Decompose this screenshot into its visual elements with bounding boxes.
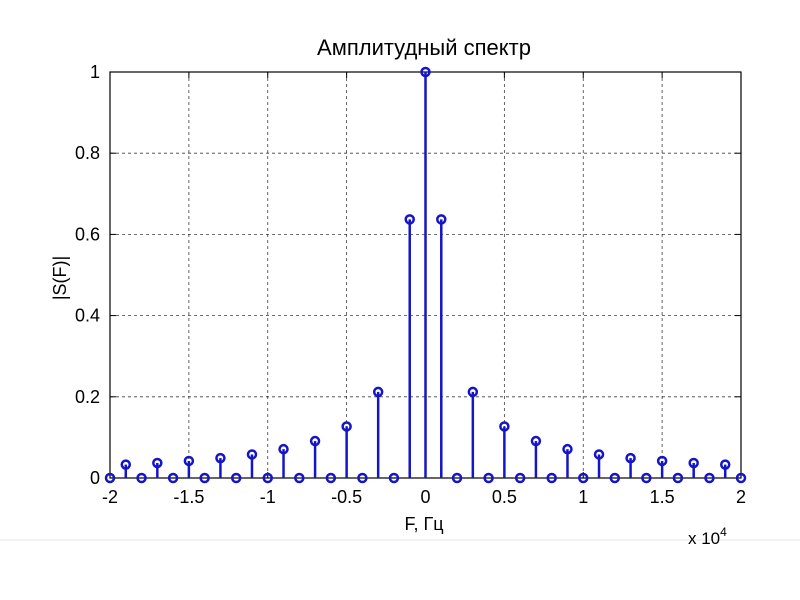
stem-marker (388, 472, 400, 484)
stem-marker (167, 472, 179, 484)
x-scale-exponent: 4 (720, 525, 727, 539)
stem-marker (372, 386, 384, 398)
data-markers (104, 66, 747, 484)
y-tick-label: 1 (90, 62, 100, 82)
x-scale-multiplier: x 104 (688, 525, 727, 548)
x-tick-label: 0 (420, 487, 430, 507)
stem-marker (578, 472, 589, 484)
stem-marker (641, 472, 652, 484)
x-tick-label: 2 (736, 487, 746, 507)
stem-marker (436, 214, 447, 225)
tick-labels: -2 -1.5 -1 -0.5 0 0.5 1 1.5 2 0 0.2 0.4 0.6 0.8 1 (75, 62, 746, 507)
stem-marker (215, 452, 226, 464)
stem-marker (562, 443, 573, 455)
stem-marker (120, 459, 132, 470)
x-tick-label: -1.5 (173, 487, 204, 507)
stem-marker (325, 472, 337, 484)
stem-marker (546, 472, 557, 484)
stem-marker (609, 472, 621, 484)
stem-marker (341, 421, 352, 432)
stem-marker (672, 472, 684, 484)
stem-marker (404, 214, 415, 225)
stem-marker (735, 472, 747, 484)
chart-title: Амплитудный спектр (317, 35, 531, 60)
x-scale-base: x 10 (688, 529, 720, 548)
stem-marker (309, 435, 321, 447)
x-tick-label: 1 (578, 487, 588, 507)
y-tick-label: 0.2 (75, 387, 100, 407)
stem-marker (656, 455, 668, 467)
stem-marker (420, 66, 431, 78)
stem-marker (530, 435, 542, 447)
stem-marker (483, 472, 494, 484)
y-tick-label: 0.4 (75, 306, 100, 326)
stem-marker (294, 472, 305, 484)
y-axis-label: |S(F)| (50, 256, 70, 300)
stem-marker (136, 472, 147, 484)
stem-marker (152, 457, 163, 469)
stem-marker (593, 449, 605, 460)
y-tick-label: 0.6 (75, 224, 100, 244)
stem-marker (230, 472, 242, 484)
stem-marker (719, 459, 731, 470)
x-axis-label: F, Гц (404, 514, 443, 534)
x-tick-label: 1.5 (650, 487, 675, 507)
y-tick-label: 0.8 (75, 143, 100, 163)
stem-marker (199, 472, 210, 484)
stem-marker (246, 449, 258, 460)
stem-marker (688, 457, 699, 469)
stem-marker (704, 472, 715, 484)
stem-marker (467, 386, 479, 398)
y-tick-label: 0 (90, 468, 100, 488)
stem-marker (104, 472, 116, 484)
stem-marker (357, 472, 368, 484)
x-tick-label: 0.5 (492, 487, 517, 507)
stem-marker (278, 443, 289, 455)
stem-marker (514, 472, 526, 484)
x-tick-label: -0.5 (331, 487, 362, 507)
stem-marker (183, 455, 195, 467)
data-stems (124, 72, 727, 478)
stem-marker (262, 472, 273, 484)
x-tick-label: -2 (102, 487, 118, 507)
stem-marker (451, 472, 463, 484)
x-tick-label: -1 (260, 487, 276, 507)
stem-marker (499, 421, 510, 432)
stem-marker (625, 452, 636, 464)
